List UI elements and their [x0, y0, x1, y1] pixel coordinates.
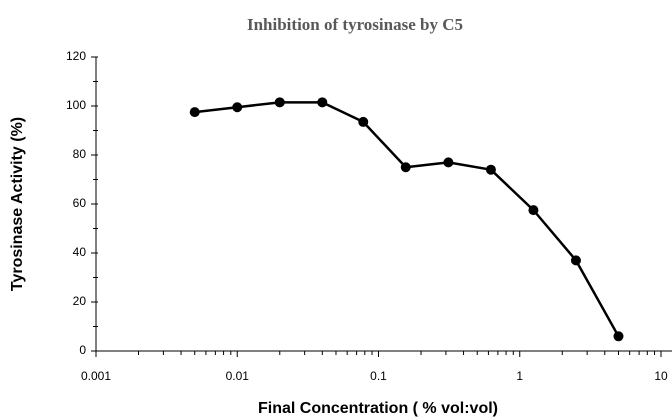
y-tick-label: 100 — [66, 98, 86, 112]
data-point — [400, 162, 411, 173]
chart-title: Inhibition of tyrosinase by C5 — [247, 15, 463, 34]
data-point — [274, 97, 285, 108]
x-axis-label: Final Concentration ( % vol:vol) — [258, 400, 498, 417]
data-point — [570, 255, 581, 266]
y-tick-label: 60 — [73, 196, 87, 210]
x-tick-label: 0.1 — [370, 369, 387, 383]
y-tick-label: 20 — [73, 294, 87, 308]
y-tick-label: 40 — [73, 245, 87, 259]
y-tick-label: 80 — [73, 147, 87, 161]
data-point — [232, 102, 243, 113]
x-tick-label: 10 — [654, 369, 668, 383]
y-tick-label: 120 — [66, 49, 86, 63]
data-point — [317, 97, 328, 108]
x-tick-label: 0.001 — [81, 369, 111, 383]
data-point — [358, 116, 369, 127]
y-axis-label: Tyrosinase Activity (%) — [9, 117, 26, 291]
data-point — [613, 331, 624, 342]
data-point — [528, 205, 539, 216]
data-point — [189, 107, 200, 118]
data-point — [443, 157, 454, 168]
x-tick-label: 0.01 — [226, 369, 250, 383]
series-line — [194, 101, 620, 337]
x-tick-label: 1 — [516, 369, 523, 383]
data-point — [485, 164, 496, 175]
y-tick-label: 0 — [79, 343, 86, 357]
